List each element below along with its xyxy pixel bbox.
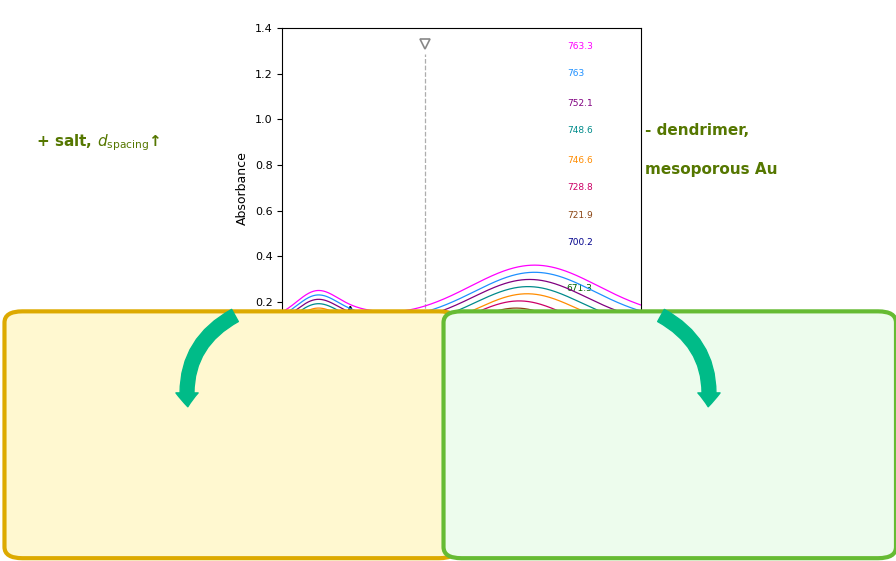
- Text: mesoporous Au: mesoporous Au: [645, 162, 778, 177]
- Y-axis label: Absorbance: Absorbance: [434, 395, 446, 469]
- Text: 682.2: 682.2: [253, 458, 285, 468]
- Text: + salt, $d_{\rm spacing}$↑: + salt, $d_{\rm spacing}$↑: [36, 132, 160, 153]
- Text: 806.3: 806.3: [779, 414, 811, 424]
- Text: 721.9: 721.9: [566, 211, 592, 220]
- FancyArrowPatch shape: [658, 309, 720, 407]
- Text: 746.6: 746.6: [566, 156, 592, 165]
- Text: - dendrimer,: - dendrimer,: [645, 123, 749, 137]
- Text: 763: 763: [566, 69, 584, 78]
- FancyBboxPatch shape: [444, 311, 896, 558]
- Legend: (Au/D)$_{10}$, (Au/D)$_{10}$ in NaCl(0.5M): (Au/D)$_{10}$, (Au/D)$_{10}$ in NaCl(0.5…: [270, 330, 425, 371]
- Y-axis label: Absorbance: Absorbance: [0, 395, 3, 469]
- Legend: (Au/D)$_{10}$, (Au/D)$_{10}$ after UV exposure: (Au/D)$_{10}$, (Au/D)$_{10}$ after UV ex…: [689, 330, 868, 372]
- Text: 700.2: 700.2: [566, 238, 592, 247]
- X-axis label: Wavelength(nm): Wavelength(nm): [403, 373, 520, 386]
- Text: 761.3: 761.3: [740, 355, 772, 365]
- FancyArrowPatch shape: [176, 309, 238, 407]
- Y-axis label: Absorbance: Absorbance: [237, 151, 249, 225]
- Text: 671.3: 671.3: [566, 284, 592, 293]
- Text: 752.1: 752.1: [566, 99, 592, 108]
- Text: 763.3: 763.3: [566, 42, 592, 51]
- Text: n= 1: n= 1: [285, 337, 312, 346]
- Text: 748.6: 748.6: [566, 126, 592, 135]
- Text: 777.6: 777.6: [318, 362, 350, 372]
- FancyBboxPatch shape: [4, 311, 457, 558]
- Text: 10: 10: [353, 312, 367, 323]
- Text: 526.2: 526.2: [566, 311, 592, 320]
- Text: 728.8: 728.8: [566, 183, 592, 192]
